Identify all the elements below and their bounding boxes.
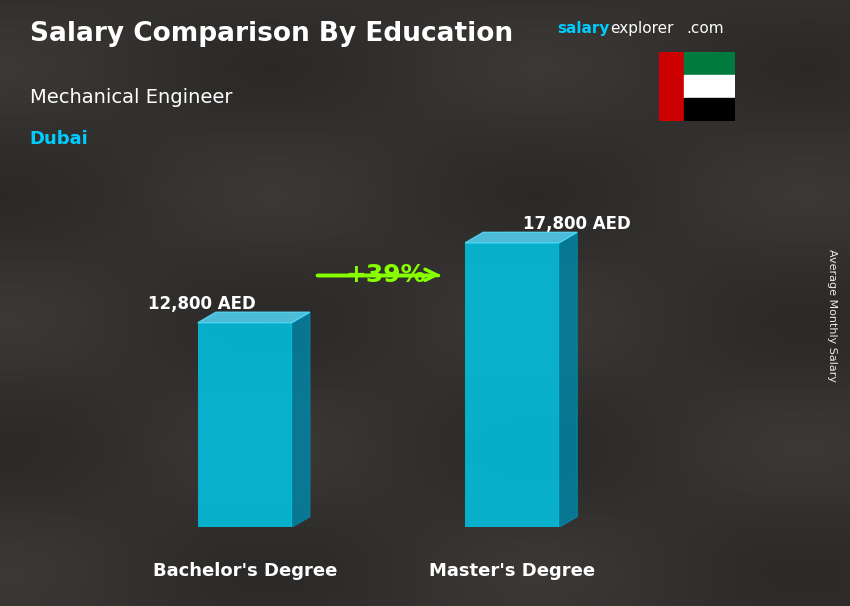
Text: Dubai: Dubai: [30, 130, 88, 148]
Text: salary: salary: [557, 21, 609, 36]
Text: Bachelor's Degree: Bachelor's Degree: [153, 562, 337, 581]
Bar: [198, 323, 292, 527]
Text: Mechanical Engineer: Mechanical Engineer: [30, 88, 232, 107]
Polygon shape: [559, 232, 577, 527]
Text: explorer: explorer: [610, 21, 674, 36]
Text: 17,800 AED: 17,800 AED: [524, 215, 631, 233]
Text: Average Monthly Salary: Average Monthly Salary: [827, 248, 837, 382]
Text: +39%: +39%: [345, 263, 426, 287]
Bar: [659, 52, 684, 121]
Bar: [684, 98, 735, 121]
Bar: [465, 243, 559, 527]
Polygon shape: [292, 312, 310, 527]
Text: 12,800 AED: 12,800 AED: [148, 295, 255, 313]
Text: Master's Degree: Master's Degree: [429, 562, 595, 581]
Text: .com: .com: [687, 21, 724, 36]
Bar: [684, 75, 735, 98]
Polygon shape: [198, 312, 310, 323]
Bar: [684, 52, 735, 75]
Text: Salary Comparison By Education: Salary Comparison By Education: [30, 21, 513, 47]
Polygon shape: [465, 232, 577, 243]
